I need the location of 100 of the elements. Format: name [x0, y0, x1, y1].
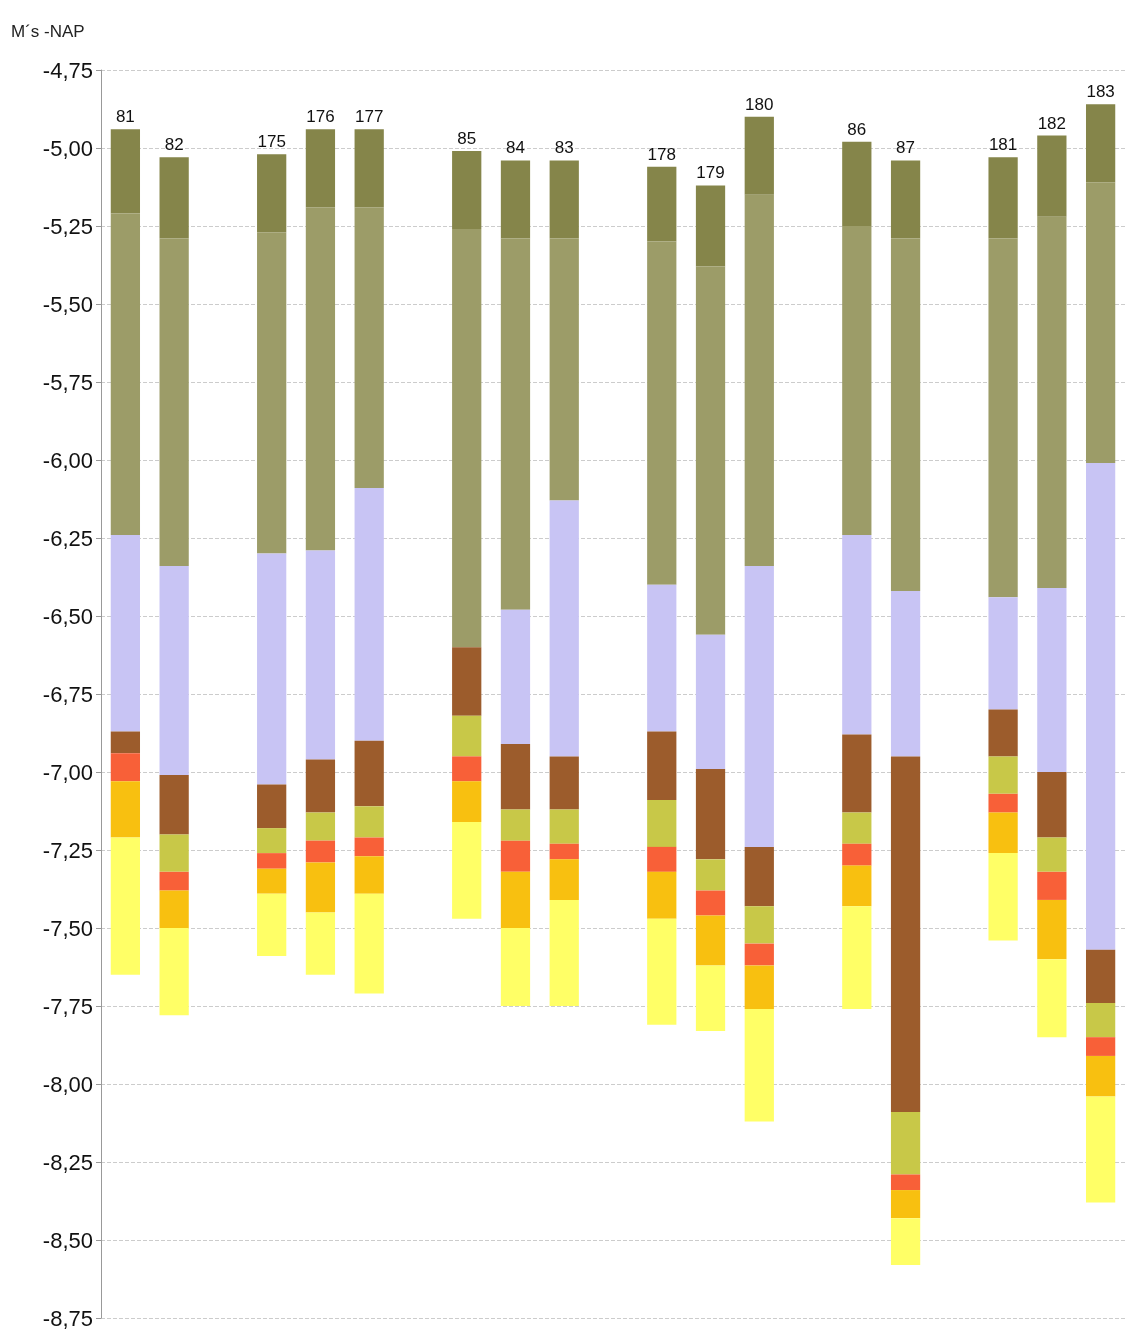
bar [1037, 216, 1067, 588]
x-tick-label: 179 [696, 163, 725, 183]
y-tick-label: -8,00 [42, 1071, 93, 1097]
bar [647, 584, 677, 732]
x-tick-label: 82 [164, 135, 184, 155]
bar [890, 1190, 921, 1219]
bar [647, 731, 677, 801]
bar [988, 853, 1018, 941]
bar [500, 840, 531, 872]
bar [647, 846, 677, 872]
bar [110, 781, 141, 838]
x-tick-label: 83 [554, 138, 574, 158]
bar [890, 1174, 921, 1191]
bar [257, 232, 287, 554]
bar [159, 566, 189, 776]
bar [257, 893, 287, 957]
bar [257, 154, 287, 233]
bar [1085, 1037, 1116, 1056]
bar [354, 837, 384, 857]
bar [647, 918, 677, 1025]
bar [549, 899, 579, 1006]
bar [695, 859, 726, 891]
bar [305, 812, 336, 841]
x-tick-label: 87 [896, 138, 916, 158]
y-tick-label: -7,50 [42, 915, 93, 941]
bar [842, 906, 872, 1010]
y-tick-label: -6,75 [42, 681, 93, 707]
bar [647, 241, 677, 585]
bar [1085, 1002, 1116, 1038]
bar [744, 846, 774, 907]
bar [1085, 1055, 1116, 1097]
bar [744, 194, 774, 567]
bar [1085, 949, 1116, 1003]
bar [988, 756, 1018, 794]
bar [695, 634, 726, 769]
bar [110, 213, 141, 535]
bar [305, 207, 336, 551]
x-tick-label: 86 [847, 119, 867, 139]
bar [257, 553, 287, 785]
bar [110, 534, 141, 732]
y-tick-label: -8,75 [42, 1305, 93, 1331]
x-tick-label: 180 [745, 94, 774, 114]
y-tick-label: -5,75 [42, 369, 93, 395]
bar [695, 965, 726, 1031]
bar [257, 828, 287, 854]
x-tick-label: 85 [457, 129, 477, 149]
y-axis-title: M´s -NAP [11, 22, 85, 41]
x-tick-label: 183 [1086, 82, 1115, 102]
bar [354, 893, 384, 994]
bar [549, 809, 579, 844]
bar [1085, 104, 1116, 183]
bar [988, 709, 1018, 757]
x-tick-label: 176 [306, 107, 335, 127]
bar [549, 843, 579, 860]
bar [988, 157, 1018, 239]
bar [354, 207, 384, 489]
bar [842, 534, 872, 735]
bar [744, 906, 774, 944]
bar [842, 141, 872, 226]
bar [1037, 871, 1067, 900]
bar [500, 238, 531, 610]
bar [159, 871, 189, 891]
bar [500, 809, 531, 841]
y-tick-label: -5,00 [42, 135, 93, 161]
bar [890, 591, 921, 757]
bar [257, 784, 287, 829]
bar [549, 756, 579, 810]
bar [452, 781, 482, 822]
bar [305, 862, 336, 913]
y-tick-label: -8,50 [42, 1227, 93, 1253]
bar [549, 160, 579, 239]
bar [159, 890, 189, 928]
bar [110, 129, 141, 214]
bar [890, 1112, 921, 1175]
bar [1037, 135, 1067, 217]
y-tick-label: -6,50 [42, 603, 93, 629]
bar [744, 1009, 774, 1122]
bar [159, 775, 189, 835]
bar [842, 843, 872, 866]
y-tick-label: -7,00 [42, 759, 93, 785]
bar [842, 812, 872, 844]
bar [890, 756, 921, 1113]
bar [452, 715, 482, 757]
bar [159, 928, 189, 1016]
bar [695, 915, 726, 966]
bar [1085, 1096, 1116, 1203]
bar [354, 129, 384, 208]
bar [842, 865, 872, 907]
x-tick-label: 178 [647, 144, 676, 164]
bar [695, 185, 726, 267]
bar [110, 731, 141, 754]
bar [1085, 463, 1116, 950]
bar [744, 943, 774, 966]
bar [159, 834, 189, 872]
bar [1037, 587, 1067, 772]
bar [305, 759, 336, 813]
bar [257, 868, 287, 894]
bar [354, 740, 384, 807]
bar [988, 812, 1018, 854]
bar [890, 1218, 921, 1265]
